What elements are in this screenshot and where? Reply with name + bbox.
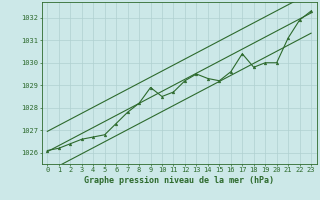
X-axis label: Graphe pression niveau de la mer (hPa): Graphe pression niveau de la mer (hPa): [84, 176, 274, 185]
